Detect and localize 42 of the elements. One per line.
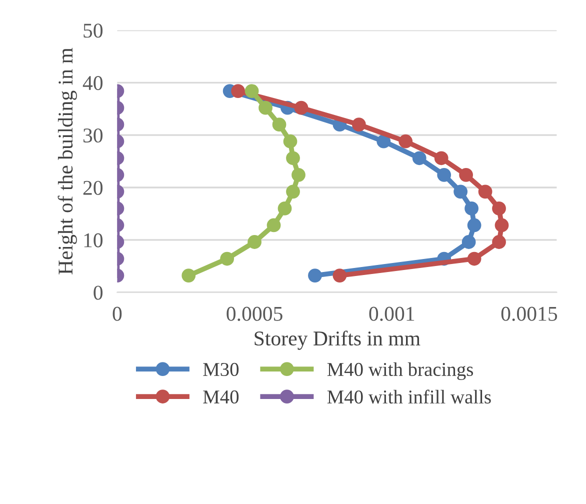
point bbox=[376, 134, 391, 148]
y-tick-label: 0 bbox=[94, 286, 103, 300]
point bbox=[454, 184, 468, 199]
point bbox=[467, 218, 482, 232]
point bbox=[283, 134, 298, 148]
point bbox=[462, 235, 476, 249]
point bbox=[437, 168, 452, 182]
legend-label: M40 with bracings bbox=[327, 362, 473, 380]
y-tick-label: 30 bbox=[83, 128, 103, 143]
point bbox=[459, 168, 473, 182]
y-tick-label: 50 bbox=[84, 24, 103, 38]
x-axis-title: Storey Drifts in mm bbox=[254, 330, 420, 350]
point bbox=[286, 184, 300, 199]
x-tick-label: 0.0015 bbox=[501, 306, 558, 321]
point bbox=[294, 100, 308, 115]
point bbox=[332, 268, 347, 282]
x-tick-label: 0 bbox=[112, 306, 122, 321]
point bbox=[292, 168, 306, 182]
y-tick-label: 40 bbox=[82, 76, 103, 90]
legend-label: M30 bbox=[203, 362, 239, 376]
point bbox=[492, 202, 506, 216]
point bbox=[412, 151, 426, 166]
point bbox=[272, 118, 286, 132]
y-axis-title: Height of the building in m bbox=[58, 48, 77, 274]
legend-label: M40 bbox=[203, 390, 239, 404]
point bbox=[278, 202, 292, 216]
x-tick-label: 0.001 bbox=[369, 306, 414, 321]
point bbox=[478, 184, 492, 199]
point bbox=[464, 202, 478, 216]
point bbox=[492, 235, 506, 249]
point bbox=[286, 151, 300, 166]
point bbox=[308, 268, 322, 282]
x-tick-label: 0.0005 bbox=[226, 306, 282, 321]
y-tick-label: 10 bbox=[84, 233, 103, 248]
point bbox=[494, 218, 509, 232]
point bbox=[352, 118, 366, 132]
y-tick-label: 20 bbox=[83, 180, 103, 195]
legend-label: M40 with infill walls bbox=[327, 390, 491, 404]
point bbox=[266, 218, 281, 232]
point bbox=[467, 252, 482, 266]
point bbox=[434, 151, 448, 166]
point bbox=[398, 134, 413, 148]
